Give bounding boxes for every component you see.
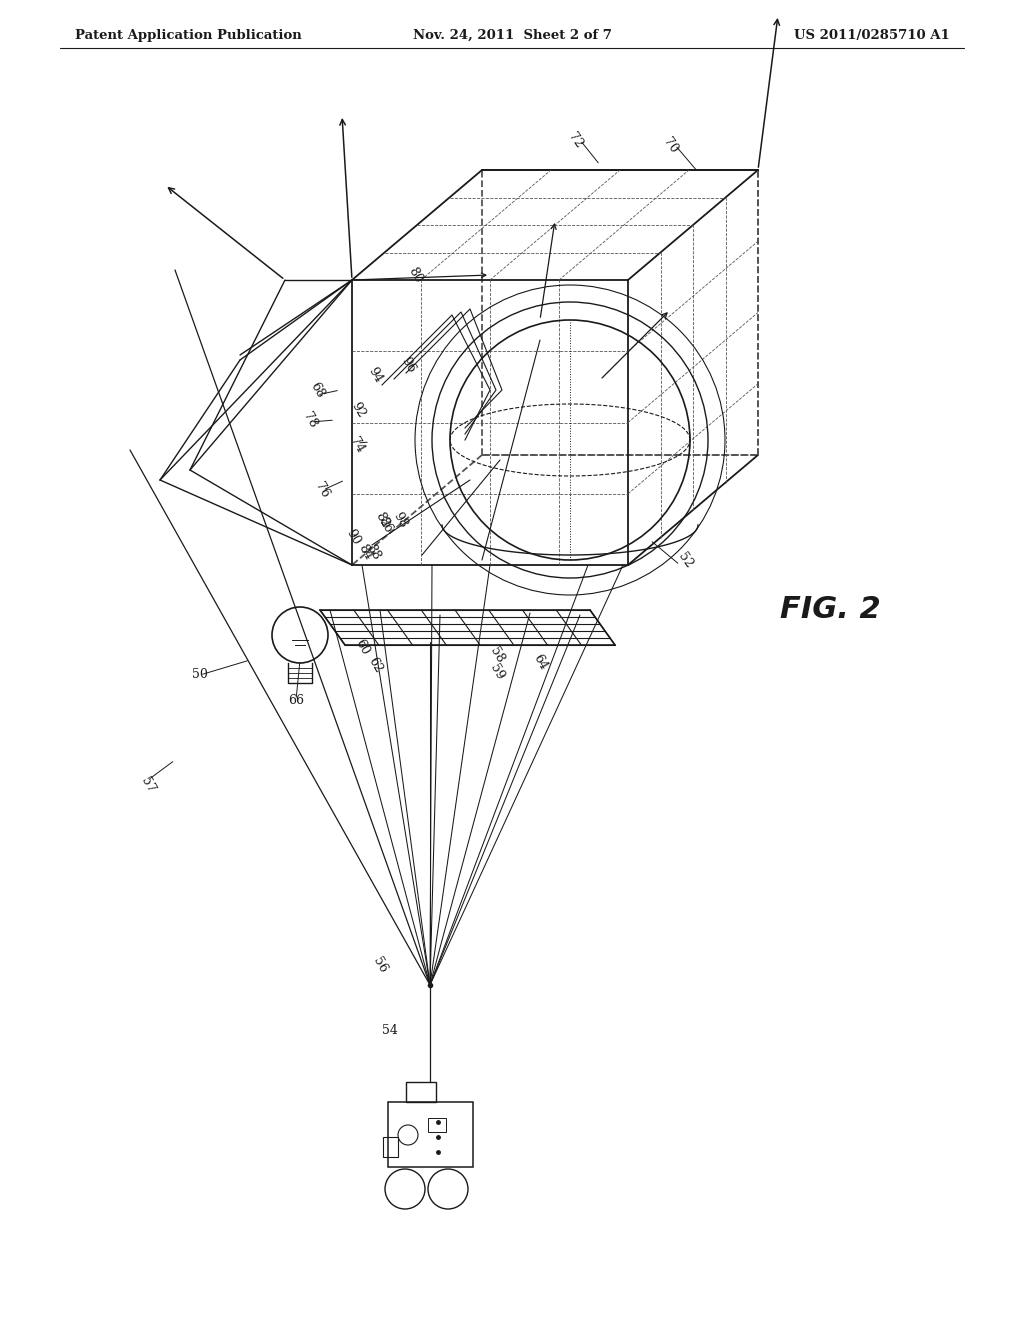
Text: 94: 94 (366, 364, 385, 385)
Text: 74: 74 (347, 434, 367, 455)
Text: 62: 62 (366, 655, 385, 675)
Text: 98: 98 (390, 510, 410, 531)
Text: 72: 72 (565, 129, 585, 150)
Text: 78: 78 (300, 411, 319, 430)
Text: 50: 50 (193, 668, 208, 681)
Text: 90: 90 (343, 527, 362, 546)
Text: 56: 56 (371, 954, 389, 975)
Text: 52: 52 (675, 550, 695, 570)
Text: 68: 68 (307, 380, 327, 400)
Text: 64: 64 (530, 652, 550, 672)
Text: Nov. 24, 2011  Sheet 2 of 7: Nov. 24, 2011 Sheet 2 of 7 (413, 29, 611, 41)
Text: 59: 59 (487, 661, 507, 682)
Bar (428, 1118, 446, 1133)
Text: 66: 66 (288, 693, 304, 706)
Text: 84: 84 (355, 541, 375, 562)
Text: 86: 86 (376, 515, 394, 535)
Text: FIG. 2: FIG. 2 (780, 595, 881, 624)
Text: 80: 80 (406, 265, 425, 285)
Bar (388, 1102, 473, 1167)
Text: 88: 88 (364, 541, 383, 562)
Bar (383, 1137, 398, 1158)
Text: 82: 82 (373, 510, 391, 531)
Text: 92: 92 (348, 400, 368, 420)
Bar (406, 1082, 436, 1102)
Text: 60: 60 (352, 636, 372, 657)
Text: 70: 70 (660, 135, 680, 156)
Text: 76: 76 (312, 480, 332, 500)
Text: Patent Application Publication: Patent Application Publication (75, 29, 302, 41)
Text: 54: 54 (382, 1023, 398, 1036)
Text: 58: 58 (487, 645, 507, 665)
Text: 96: 96 (398, 355, 418, 375)
Text: US 2011/0285710 A1: US 2011/0285710 A1 (795, 29, 950, 41)
Text: 57: 57 (138, 775, 158, 795)
